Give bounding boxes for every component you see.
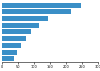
Bar: [2, 43, 21, 48]
Bar: [2, 16, 48, 21]
Bar: [2, 50, 17, 55]
Bar: [2, 56, 14, 61]
Bar: [2, 29, 31, 34]
Bar: [2, 23, 39, 28]
Bar: [2, 3, 81, 8]
Bar: [2, 36, 26, 41]
Bar: [2, 9, 71, 14]
